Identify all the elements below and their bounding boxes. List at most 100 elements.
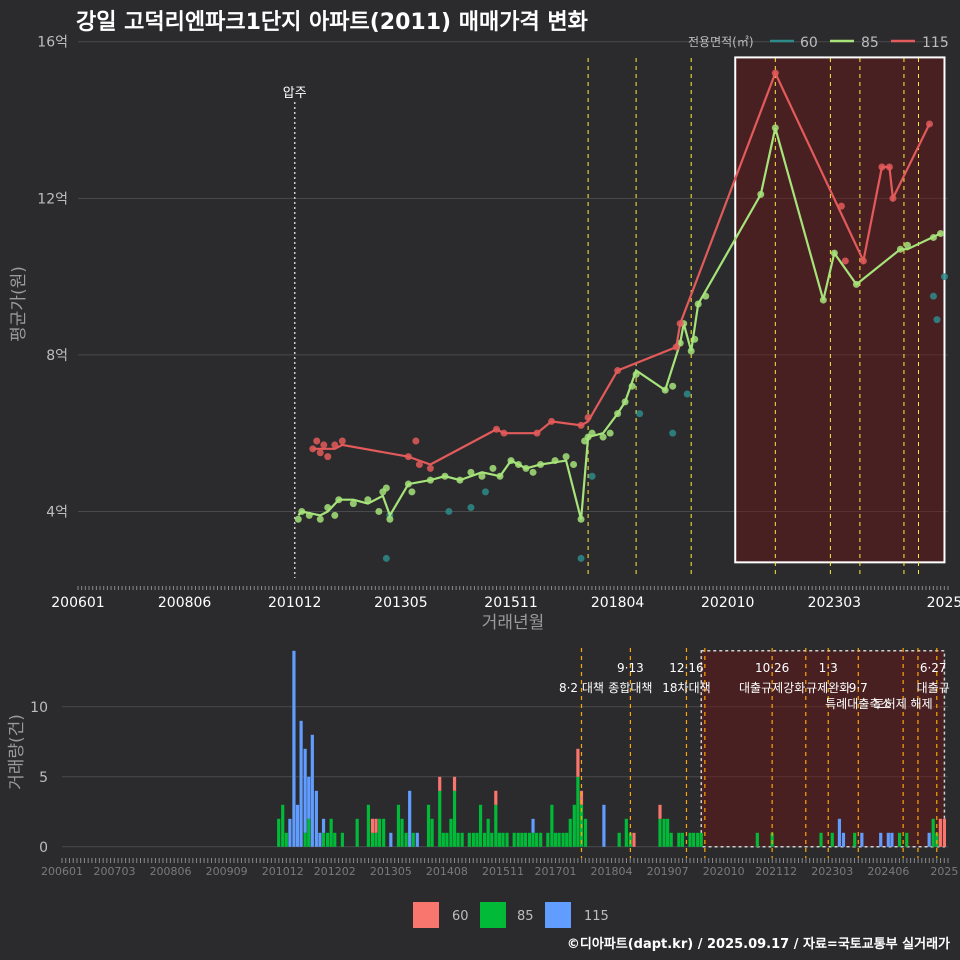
bar-x-tick-label: 201701 — [534, 865, 576, 878]
bar-s85 — [935, 832, 939, 847]
bar-s85 — [340, 832, 344, 847]
bar-s85 — [329, 818, 333, 847]
bar-s60 — [658, 804, 662, 819]
highlight-box — [734, 56, 946, 564]
bar-s85 — [830, 832, 834, 847]
bar-s60 — [579, 790, 584, 805]
data-point-85 — [298, 507, 306, 515]
data-point-85 — [364, 496, 372, 504]
data-point-85 — [404, 480, 412, 488]
data-point-85 — [599, 433, 607, 441]
data-point-85 — [614, 410, 622, 418]
series-115 — [309, 69, 933, 472]
bar-s85 — [677, 832, 681, 847]
data-point-85 — [694, 300, 702, 308]
legend-title: 전용면적(㎡) — [688, 35, 754, 49]
bar-s85 — [449, 818, 453, 847]
bar-s85 — [366, 804, 370, 847]
data-point-85 — [478, 472, 486, 480]
data-point-85 — [441, 472, 449, 480]
bar-x-tick-label: 201907 — [647, 865, 689, 878]
bar-s115 — [299, 720, 303, 847]
data-point-115 — [313, 437, 321, 445]
data-point-85 — [382, 484, 390, 492]
data-point-115 — [500, 429, 508, 437]
bar-s85 — [494, 804, 498, 847]
bar-s60 — [438, 776, 442, 791]
bar-s85 — [411, 832, 415, 847]
bar-x-tick-label: 202406 — [867, 865, 909, 878]
series-60 — [382, 273, 948, 562]
series-85 — [294, 124, 945, 523]
policy-label-name: 대출규 — [917, 681, 950, 695]
data-point-85 — [375, 507, 383, 515]
bar-s85 — [572, 804, 576, 847]
data-point-85 — [830, 249, 838, 257]
annotation-label: 압주 — [283, 86, 307, 101]
data-point-85 — [819, 296, 827, 304]
bar-s115 — [307, 776, 311, 819]
bar-s85 — [546, 832, 550, 847]
bar-s85 — [277, 818, 281, 847]
data-point-85 — [621, 398, 629, 406]
credit-text: ©디아파트(dapt.kr) / 2025.09.17 / 자료=국토교통부 실… — [566, 937, 950, 952]
legend-bottom-label-115: 115 — [584, 909, 609, 924]
bar-s115 — [292, 650, 296, 847]
legend-bottom-swatch-60 — [413, 902, 439, 928]
bar-s85 — [523, 832, 528, 847]
bar-s85 — [430, 818, 434, 847]
bar-s85 — [355, 818, 359, 847]
bar-s85 — [516, 832, 520, 847]
bar-s85 — [382, 818, 386, 847]
bar-s85 — [658, 818, 662, 847]
bar-s115 — [295, 804, 300, 847]
bar-s85 — [662, 818, 666, 847]
x-tick-label: 202010 — [701, 595, 754, 611]
data-point-85 — [537, 460, 545, 468]
data-point-60 — [588, 472, 596, 480]
bar-x-tick-label: 201305 — [370, 865, 412, 878]
bar-s115 — [837, 818, 842, 847]
bar-s85 — [905, 832, 909, 847]
policy-label-name: 18차대책 — [662, 680, 710, 695]
bar-x-tick-label: 202112 — [755, 865, 797, 878]
data-point-85 — [551, 457, 559, 465]
legend-bottom-swatch-115 — [545, 902, 571, 928]
bar-highlight-box — [700, 650, 946, 848]
data-point-85 — [903, 241, 911, 249]
data-point-85 — [771, 124, 779, 132]
bar-s85 — [565, 832, 569, 847]
bar-s85 — [520, 832, 524, 847]
bar-y-tick-label: 0 — [39, 840, 48, 856]
data-point-85 — [386, 515, 394, 523]
data-point-115 — [584, 414, 592, 422]
legend-top: 전용면적(㎡) 60 85 115 — [688, 35, 949, 51]
data-point-85 — [489, 464, 497, 472]
data-point-115 — [841, 257, 849, 265]
x-tick-label: 200806 — [158, 595, 212, 611]
bar-s85 — [931, 818, 935, 847]
bar-s115 — [860, 832, 864, 847]
bar-s85 — [445, 832, 449, 847]
bar-s60 — [370, 818, 375, 833]
bar-x-tick-label: 202303 — [811, 865, 853, 878]
data-point-85 — [335, 496, 343, 504]
data-point-85 — [331, 511, 339, 519]
bar-s85 — [303, 832, 307, 847]
policy-label-date: 6·27 — [920, 661, 947, 675]
data-point-115 — [320, 441, 328, 449]
data-point-60 — [669, 429, 677, 437]
data-point-85 — [522, 464, 530, 472]
bar-x-tick-label: 201012 — [262, 865, 304, 878]
bar-s115 — [321, 818, 326, 833]
policy-label-date: 12·16 — [669, 661, 703, 675]
data-point-115 — [859, 257, 867, 265]
data-point-85 — [632, 370, 640, 378]
bar-y-axis-title: 거래량(건) — [7, 714, 27, 790]
bar-s85 — [531, 832, 535, 847]
bar-s85 — [576, 776, 580, 847]
bar-s85 — [680, 832, 685, 847]
data-point-60 — [929, 292, 937, 300]
bar-s85 — [755, 832, 759, 847]
bar-y-tick-label: 5 — [39, 770, 48, 786]
